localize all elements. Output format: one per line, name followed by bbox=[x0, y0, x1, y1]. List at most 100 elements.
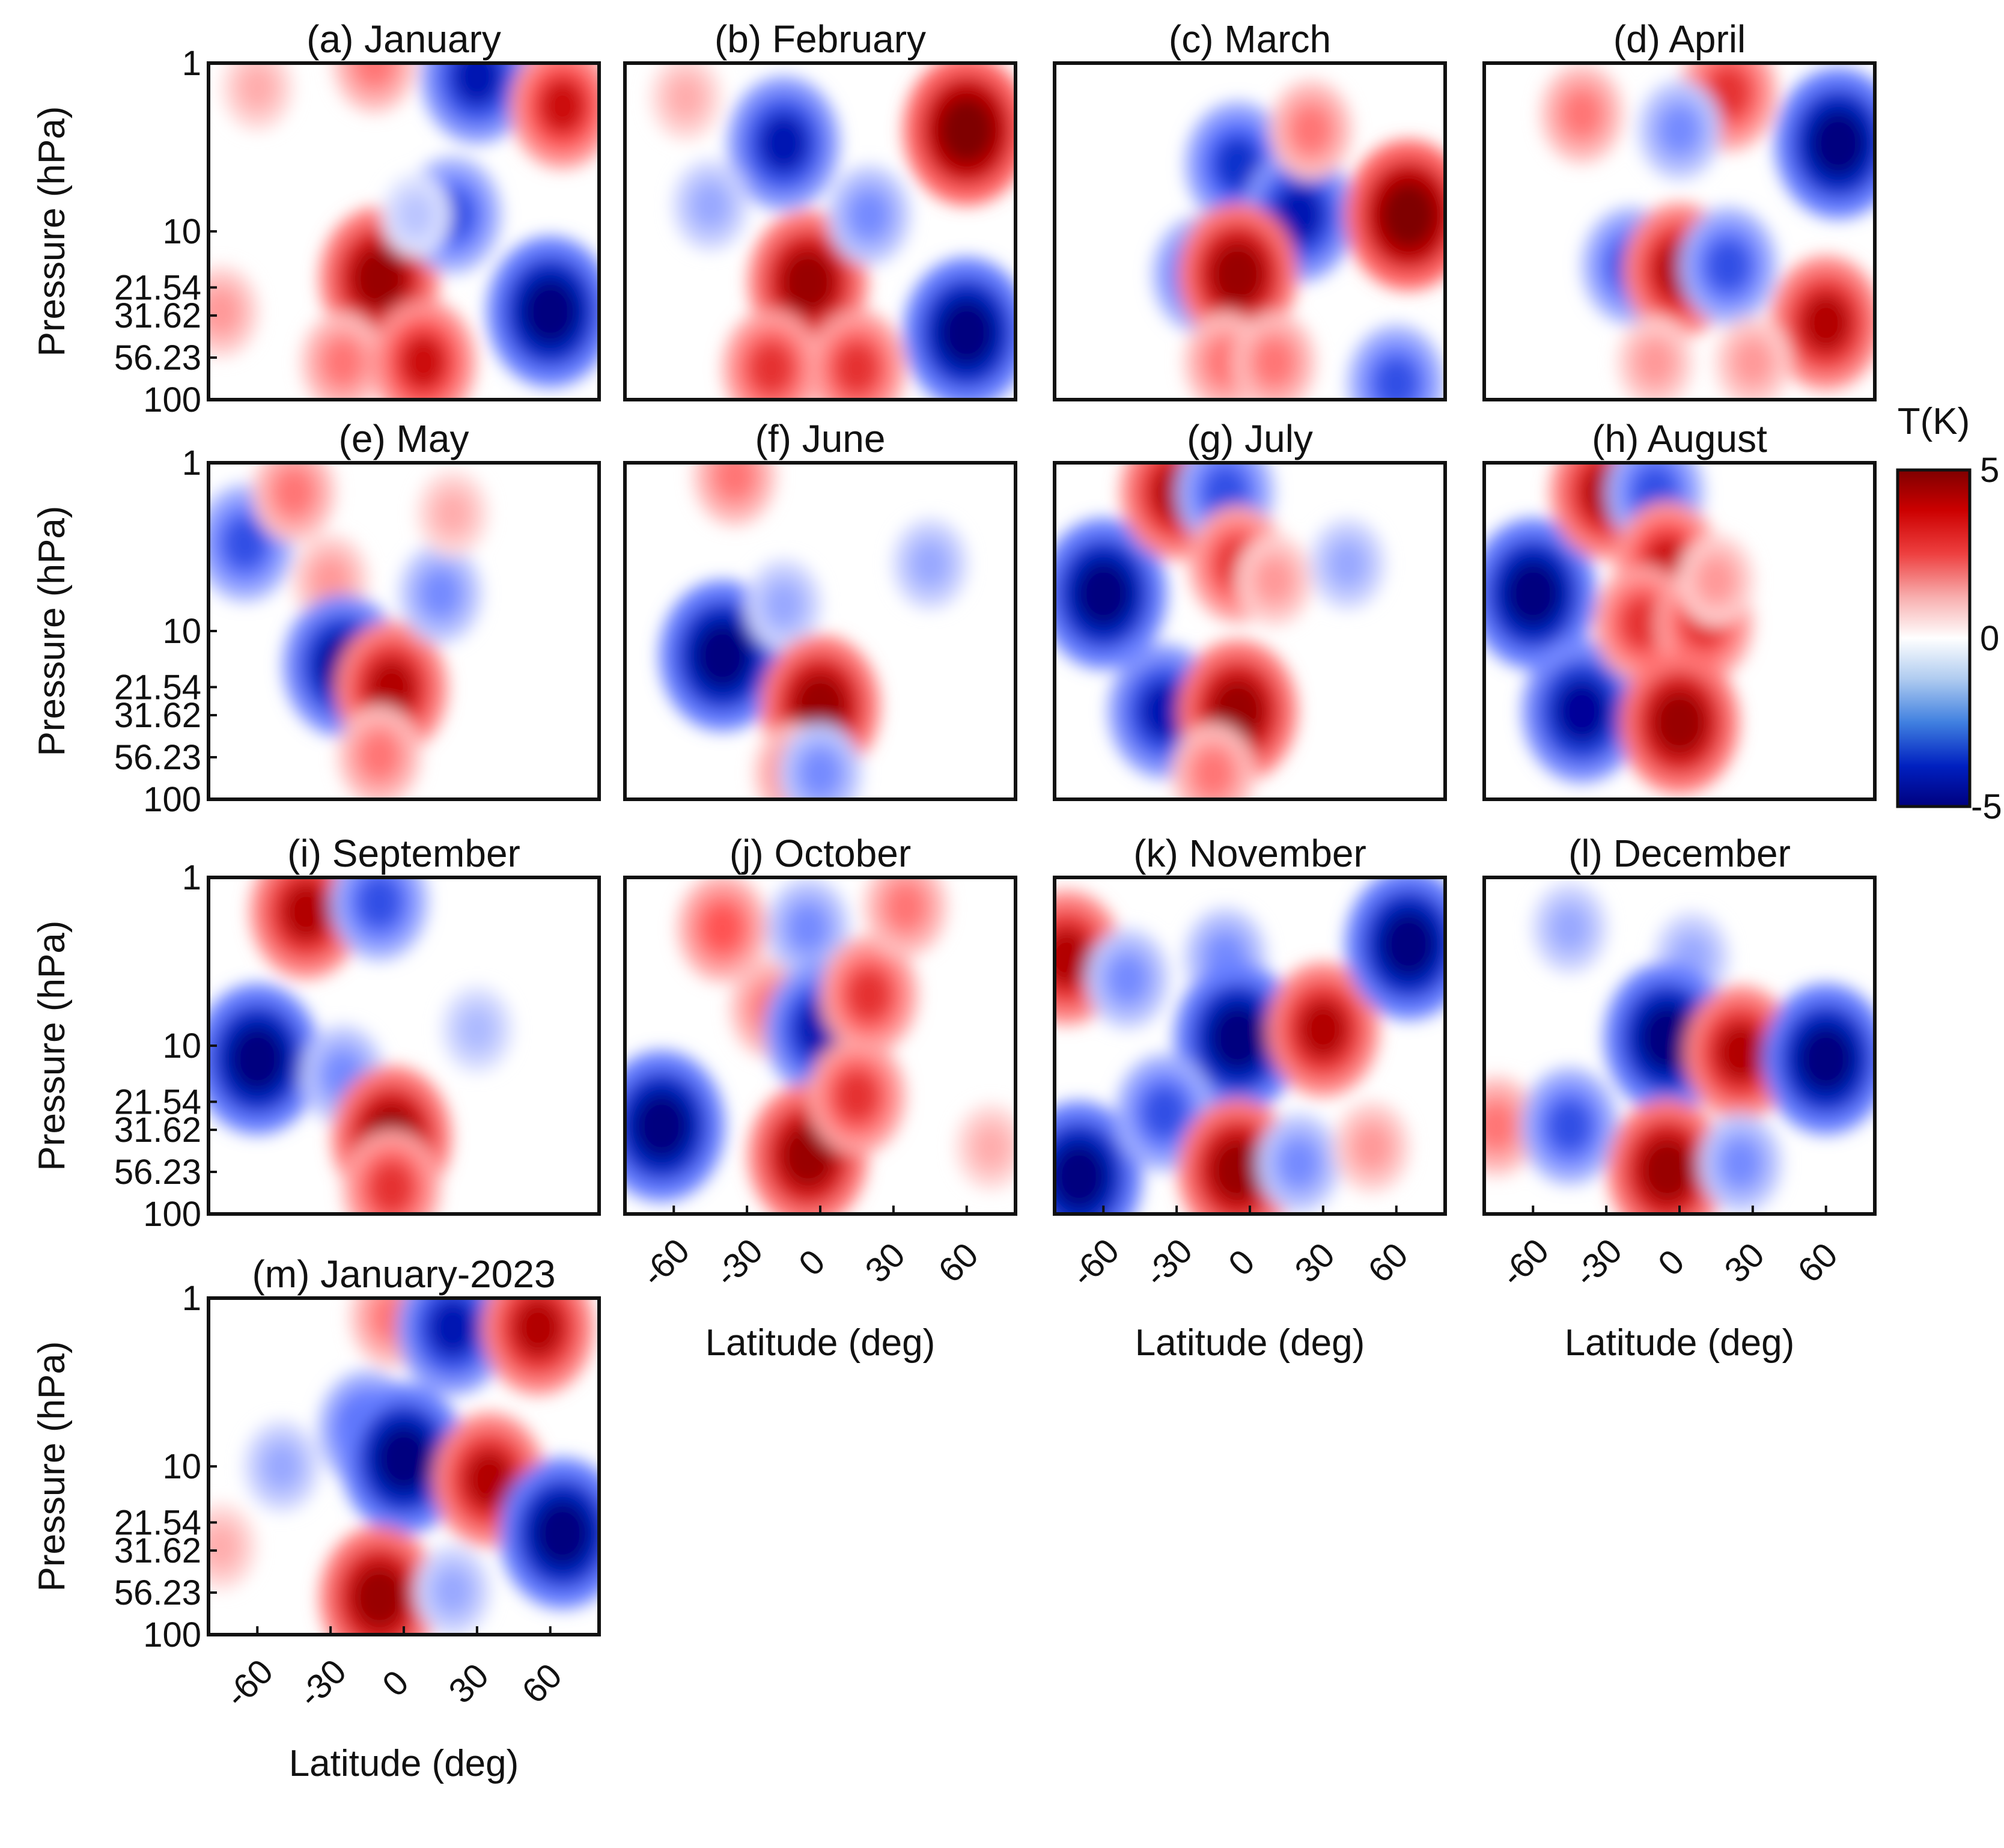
contour-blob bbox=[1800, 293, 1851, 353]
contour-blob bbox=[522, 278, 579, 346]
panel-title: (e) May bbox=[339, 417, 469, 460]
contour-blob bbox=[275, 469, 313, 515]
x-tick-label: 60 bbox=[1790, 1235, 1845, 1290]
panel-title: (g) July bbox=[1187, 417, 1313, 460]
y-tick-label: 10 bbox=[162, 1447, 201, 1486]
contour-blob bbox=[324, 340, 362, 385]
y-tick-label: 21.54 bbox=[114, 1503, 201, 1542]
colorbar-label: T(K) bbox=[1898, 401, 1970, 442]
panel-11: (l) December -60 -30 0 30 60 Latitude (deg) bbox=[1482, 832, 1877, 1364]
panel-title: (i) September bbox=[287, 832, 520, 875]
contour-blob bbox=[1354, 1126, 1389, 1168]
x-tick-label: -30 bbox=[291, 1652, 354, 1715]
y-tick-label: 1 bbox=[182, 858, 201, 897]
contour-blob bbox=[464, 1450, 515, 1510]
contour-blob bbox=[1209, 1004, 1266, 1072]
x-tick-label: -30 bbox=[707, 1231, 770, 1295]
y-tick-label: 10 bbox=[162, 212, 201, 251]
contour-blob bbox=[801, 751, 839, 796]
panel-title: (k) November bbox=[1133, 832, 1366, 875]
contour-blob bbox=[366, 658, 417, 719]
contour-blob bbox=[223, 517, 267, 570]
x-tick-label: 60 bbox=[1360, 1235, 1416, 1290]
panel-5: (f) June bbox=[623, 417, 1017, 801]
y-axis-label: Pressure (hPa) bbox=[31, 106, 73, 357]
contour-blob bbox=[427, 1298, 478, 1358]
colorbar-max-label: 5 bbox=[1980, 451, 1999, 490]
contour-blob bbox=[361, 733, 398, 778]
x-axis-label: Latitude (deg) bbox=[705, 1322, 936, 1364]
contour-blob bbox=[1547, 1100, 1592, 1153]
contour-blob bbox=[749, 342, 794, 395]
contour-blob bbox=[1214, 136, 1261, 193]
colorbar-min-label: -5 bbox=[1971, 787, 2002, 826]
y-tick-label: 100 bbox=[143, 1195, 201, 1234]
y-tick-label: 56.23 bbox=[114, 1573, 201, 1612]
x-tick-label: -30 bbox=[1567, 1231, 1630, 1295]
panel-frame bbox=[1053, 461, 1447, 801]
y-tick-label: 21.54 bbox=[114, 1082, 201, 1121]
contour-blob bbox=[1255, 340, 1293, 385]
y-tick-label: 31.62 bbox=[114, 1531, 201, 1570]
contour-blob bbox=[281, 882, 332, 942]
x-tick-label: 0 bbox=[1651, 1242, 1692, 1284]
panel-frame bbox=[623, 61, 1017, 401]
contour-blob bbox=[435, 1570, 470, 1612]
x-tick-label: -30 bbox=[1137, 1231, 1200, 1295]
contour-blob bbox=[789, 905, 827, 951]
contour-blob bbox=[1380, 181, 1437, 249]
contour-blob bbox=[1706, 239, 1750, 292]
contour-blob bbox=[975, 1127, 1008, 1166]
y-tick-label: 10 bbox=[162, 612, 201, 651]
contour-blob bbox=[1638, 341, 1672, 383]
contour-blob bbox=[352, 1565, 406, 1629]
contour-blob bbox=[913, 543, 948, 585]
contour-blob bbox=[1706, 66, 1750, 119]
panel-frame bbox=[623, 461, 1017, 801]
y-tick-label: 21.54 bbox=[114, 268, 201, 307]
contour-blob bbox=[370, 1162, 414, 1214]
contour-blob bbox=[1797, 1025, 1855, 1093]
x-tick-label: 0 bbox=[1221, 1242, 1262, 1284]
contour-blob bbox=[758, 113, 809, 174]
contour-blob bbox=[539, 78, 586, 135]
panel-title: (d) April bbox=[1613, 17, 1746, 61]
contour-blob bbox=[357, 877, 401, 929]
contour-blob bbox=[938, 299, 996, 367]
contour-blob bbox=[1621, 597, 1665, 650]
x-tick-label: 60 bbox=[931, 1235, 986, 1290]
y-tick-label: 31.62 bbox=[114, 696, 201, 735]
contour-blob bbox=[693, 184, 728, 226]
contour-blob bbox=[1203, 466, 1247, 519]
contour-blob bbox=[1715, 1022, 1766, 1083]
contour-blob bbox=[1257, 560, 1291, 601]
contour-blob bbox=[400, 196, 431, 234]
contour-blob bbox=[1273, 184, 1324, 245]
y-tick-label: 56.23 bbox=[114, 738, 201, 777]
colorbar-gradient bbox=[1896, 468, 1972, 808]
contour-blob bbox=[241, 68, 273, 108]
colorbar: T(K) 5 0 -5 bbox=[1896, 401, 2002, 826]
x-tick-label: 30 bbox=[1717, 1235, 1772, 1290]
contour-blob bbox=[766, 584, 801, 626]
x-tick-label: 30 bbox=[441, 1656, 496, 1711]
y-tick-label: 1 bbox=[182, 444, 201, 483]
panel-frame bbox=[1053, 61, 1447, 401]
contour-blob bbox=[850, 192, 888, 238]
panel-title: (j) October bbox=[729, 832, 911, 875]
contour-blob bbox=[1639, 1004, 1696, 1072]
contour-blob bbox=[313, 560, 348, 601]
contour-blob bbox=[702, 903, 743, 953]
contour-blob bbox=[1109, 956, 1147, 1001]
contour-blob bbox=[1484, 1103, 1515, 1148]
contour-blob bbox=[1660, 108, 1699, 153]
contour-blob bbox=[1330, 543, 1365, 585]
panel-10: (k) November -60 -30 0 30 60 Latitude (deg) bbox=[1053, 832, 1447, 1364]
panel-3: (d) April bbox=[1482, 17, 1877, 401]
x-tick-label: -60 bbox=[634, 1231, 697, 1295]
y-tick-label: 100 bbox=[143, 780, 201, 819]
contour-blob bbox=[1374, 357, 1419, 400]
contour-blob bbox=[1211, 1138, 1265, 1203]
